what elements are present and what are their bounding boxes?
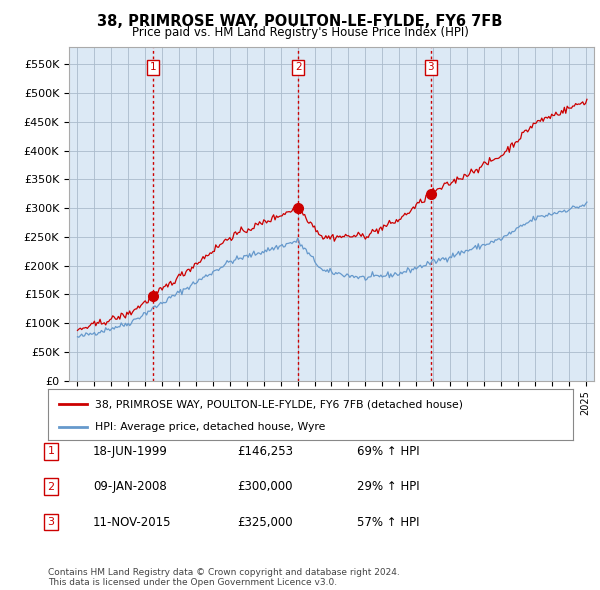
Text: 3: 3 <box>427 63 434 73</box>
Text: 69% ↑ HPI: 69% ↑ HPI <box>357 445 419 458</box>
Text: 1: 1 <box>47 447 55 456</box>
Text: 29% ↑ HPI: 29% ↑ HPI <box>357 480 419 493</box>
Text: 18-JUN-1999: 18-JUN-1999 <box>93 445 168 458</box>
Text: £325,000: £325,000 <box>237 516 293 529</box>
Text: 38, PRIMROSE WAY, POULTON-LE-FYLDE, FY6 7FB: 38, PRIMROSE WAY, POULTON-LE-FYLDE, FY6 … <box>97 14 503 29</box>
Text: Contains HM Land Registry data © Crown copyright and database right 2024.
This d: Contains HM Land Registry data © Crown c… <box>48 568 400 587</box>
Text: 2: 2 <box>47 482 55 491</box>
Text: 09-JAN-2008: 09-JAN-2008 <box>93 480 167 493</box>
Text: 11-NOV-2015: 11-NOV-2015 <box>93 516 172 529</box>
Text: 1: 1 <box>149 63 157 73</box>
Text: HPI: Average price, detached house, Wyre: HPI: Average price, detached house, Wyre <box>95 422 326 432</box>
Text: 57% ↑ HPI: 57% ↑ HPI <box>357 516 419 529</box>
Text: 2: 2 <box>295 63 301 73</box>
Text: £146,253: £146,253 <box>237 445 293 458</box>
Text: £300,000: £300,000 <box>237 480 293 493</box>
Text: Price paid vs. HM Land Registry's House Price Index (HPI): Price paid vs. HM Land Registry's House … <box>131 26 469 39</box>
Text: 38, PRIMROSE WAY, POULTON-LE-FYLDE, FY6 7FB (detached house): 38, PRIMROSE WAY, POULTON-LE-FYLDE, FY6 … <box>95 399 463 409</box>
Text: 3: 3 <box>47 517 55 527</box>
